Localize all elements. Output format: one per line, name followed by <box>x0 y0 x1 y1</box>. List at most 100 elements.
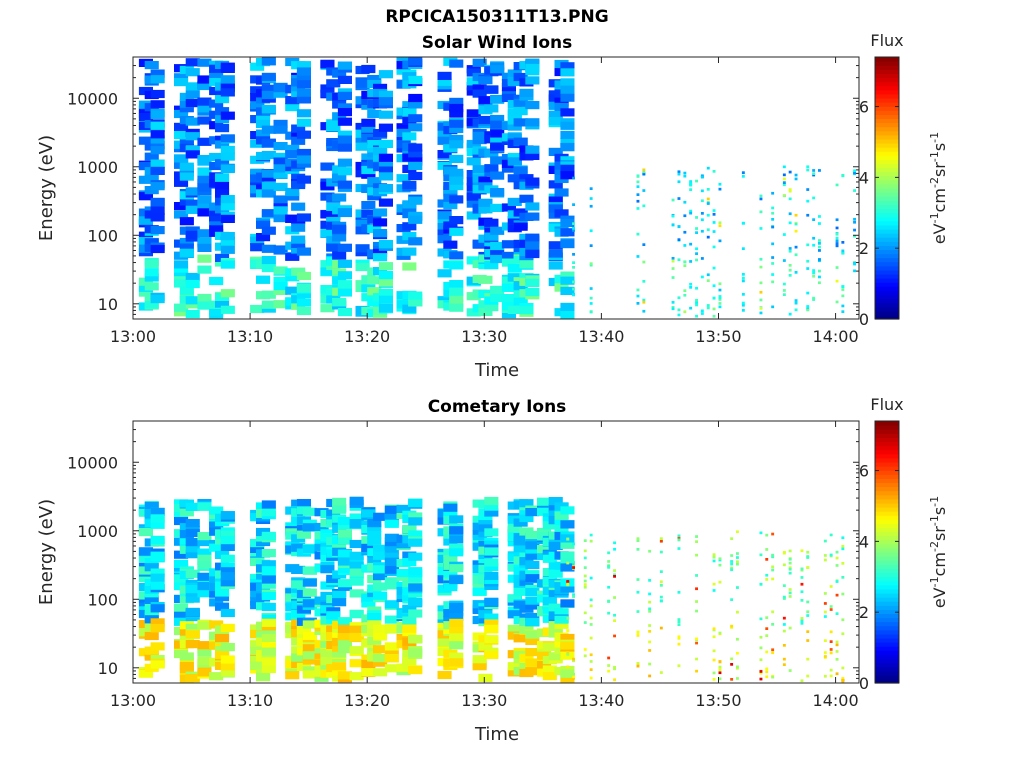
heatmap-cell <box>296 247 311 256</box>
heatmap-cell <box>718 671 722 675</box>
colorbar-segment <box>875 61 899 66</box>
colorbar-segment <box>875 306 899 312</box>
heatmap-cell <box>788 268 792 272</box>
heatmap-cell <box>525 601 540 610</box>
colorbar-segment <box>875 204 899 210</box>
colorbar-segment <box>875 192 899 197</box>
heatmap-cell <box>378 70 393 79</box>
heatmap-cell <box>285 593 300 602</box>
heatmap-cell <box>150 110 165 119</box>
heatmap-cell <box>730 560 734 563</box>
heatmap-cell <box>548 180 563 189</box>
heatmap-cell <box>472 569 487 578</box>
heatmap-cell <box>332 497 347 506</box>
heatmap-cell <box>402 604 417 613</box>
heatmap-cell <box>572 222 575 225</box>
heatmap-cell <box>408 648 423 657</box>
heatmap-cell <box>841 249 845 253</box>
heatmap-cell <box>765 578 769 581</box>
heatmap-cell <box>507 152 522 162</box>
heatmap-cell <box>449 182 464 191</box>
colorbar-segment <box>875 588 899 594</box>
heatmap-cell <box>794 245 798 249</box>
heatmap-cell <box>466 199 481 208</box>
heatmap-cell <box>209 307 224 316</box>
heatmap-cell <box>835 658 839 661</box>
heatmap-cell <box>712 284 716 288</box>
heatmap-cell <box>572 672 575 676</box>
heatmap-cell <box>197 81 212 91</box>
heatmap-cell <box>449 543 464 552</box>
heatmap-cell <box>677 296 681 300</box>
heatmap-cell <box>273 89 288 98</box>
heatmap-cell <box>179 237 194 247</box>
heatmap-cell <box>355 244 370 253</box>
heatmap-cell <box>648 579 652 582</box>
heatmap-cell <box>261 125 276 134</box>
heatmap-cell <box>466 211 481 220</box>
heatmap-cell <box>472 89 487 98</box>
heatmap-cell <box>174 610 189 619</box>
heatmap-cell <box>378 184 393 193</box>
heatmap-cell <box>759 677 763 681</box>
heatmap-cell <box>583 549 587 553</box>
heatmap-cell <box>519 513 534 523</box>
heatmap-cell <box>209 620 224 629</box>
heatmap-cell <box>794 173 798 177</box>
heatmap-cell <box>402 262 417 271</box>
heatmap-cell <box>285 286 300 295</box>
heatmap-cell <box>144 174 159 183</box>
heatmap-cell <box>384 557 399 566</box>
heatmap-cell <box>712 555 716 559</box>
heatmap-cell <box>695 298 698 302</box>
heatmap-cell <box>197 538 212 547</box>
heatmap-cell <box>613 619 616 622</box>
heatmap-cell <box>841 285 845 288</box>
heatmap-cell <box>554 620 569 629</box>
heatmap-cell <box>659 599 663 603</box>
heatmap-cell <box>291 223 306 232</box>
heatmap-cell <box>782 177 786 181</box>
heatmap-cell <box>138 669 153 678</box>
heatmap-cell <box>326 574 341 583</box>
heatmap-cell <box>437 211 452 220</box>
heatmap-cell <box>478 115 493 125</box>
heatmap-cell <box>554 615 569 624</box>
heatmap-cell <box>408 666 423 675</box>
heatmap-cell <box>302 670 317 679</box>
heatmap-cell <box>384 565 399 574</box>
heatmap-cell <box>285 252 300 261</box>
heatmap-cell <box>302 620 317 629</box>
heatmap-cell <box>835 564 839 567</box>
heatmap-cell <box>349 577 364 586</box>
heatmap-cell <box>256 119 271 128</box>
colorbar-segment <box>875 646 899 651</box>
heatmap-cell <box>806 657 810 661</box>
heatmap-cell <box>466 157 481 166</box>
heatmap-cell <box>771 648 775 652</box>
heatmap-cell <box>525 636 540 645</box>
heatmap-cell <box>337 75 352 84</box>
heatmap-cell <box>835 640 839 644</box>
heatmap-cell <box>525 667 540 676</box>
heatmap-cell <box>150 514 165 523</box>
heatmap-cell <box>659 626 663 630</box>
heatmap-cell <box>150 206 165 215</box>
heatmap-cell <box>525 618 540 627</box>
heatmap-cell <box>823 615 827 618</box>
colorbar-segment <box>875 57 899 62</box>
heatmap-cell <box>683 293 687 297</box>
heatmap-cell <box>291 565 306 574</box>
heatmap-cell <box>349 589 364 598</box>
heatmap-cell <box>683 264 687 267</box>
heatmap-cell <box>706 213 710 217</box>
heatmap-cell <box>677 620 681 624</box>
heatmap-cell <box>771 651 775 655</box>
heatmap-cell <box>788 247 792 250</box>
heatmap-cell <box>220 202 235 211</box>
heatmap-cell <box>613 634 616 638</box>
heatmap-cell <box>788 567 792 571</box>
heatmap-cell <box>589 244 593 247</box>
